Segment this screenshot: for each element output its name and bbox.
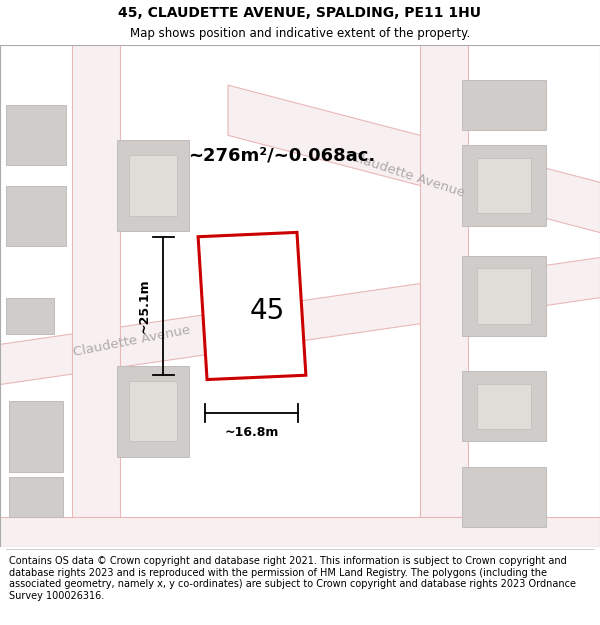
Text: ~25.1m: ~25.1m — [138, 279, 151, 333]
Polygon shape — [462, 467, 546, 527]
Polygon shape — [9, 477, 63, 517]
Polygon shape — [117, 366, 189, 456]
Polygon shape — [462, 371, 546, 441]
Polygon shape — [9, 401, 63, 472]
Polygon shape — [462, 256, 546, 336]
Polygon shape — [420, 35, 468, 547]
Polygon shape — [477, 384, 531, 429]
Text: ~16.8m: ~16.8m — [225, 426, 279, 439]
Polygon shape — [0, 256, 600, 386]
Polygon shape — [129, 156, 177, 216]
Polygon shape — [462, 146, 546, 226]
Polygon shape — [117, 141, 189, 231]
Polygon shape — [6, 105, 66, 166]
Polygon shape — [129, 381, 177, 441]
Polygon shape — [0, 517, 600, 547]
Polygon shape — [477, 158, 531, 213]
Polygon shape — [198, 232, 306, 379]
Text: Claudette Avenue: Claudette Avenue — [349, 151, 467, 200]
Text: 45, CLAUDETTE AVENUE, SPALDING, PE11 1HU: 45, CLAUDETTE AVENUE, SPALDING, PE11 1HU — [119, 6, 482, 19]
Polygon shape — [6, 186, 66, 246]
Text: Claudette Avenue: Claudette Avenue — [72, 323, 192, 359]
Polygon shape — [6, 299, 54, 334]
Polygon shape — [462, 80, 546, 131]
Text: Map shows position and indicative extent of the property.: Map shows position and indicative extent… — [130, 28, 470, 40]
Text: ~276m²/~0.068ac.: ~276m²/~0.068ac. — [188, 146, 376, 164]
Text: Contains OS data © Crown copyright and database right 2021. This information is : Contains OS data © Crown copyright and d… — [9, 556, 576, 601]
Polygon shape — [477, 268, 531, 324]
Polygon shape — [228, 85, 600, 236]
Polygon shape — [72, 35, 120, 547]
Text: 45: 45 — [250, 297, 284, 325]
Polygon shape — [221, 267, 289, 355]
